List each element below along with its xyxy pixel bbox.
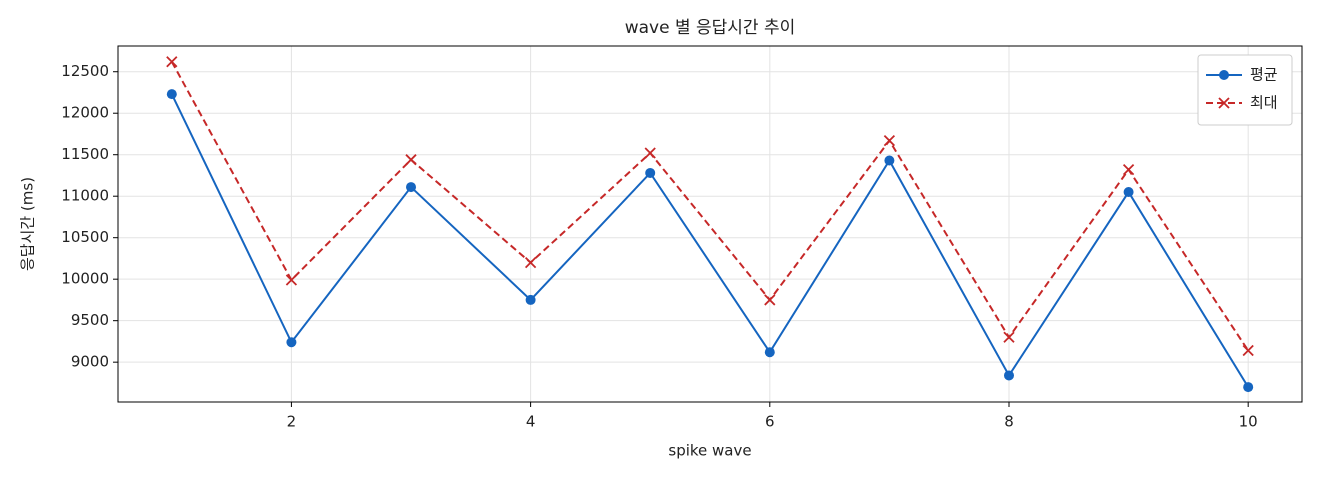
y-tick-label: 11000 — [61, 187, 109, 205]
grid — [118, 46, 1302, 402]
marker — [1003, 370, 1014, 381]
marker — [524, 256, 537, 269]
marker — [1242, 344, 1254, 357]
chart-title: wave 별 응답시간 추이 — [625, 18, 796, 38]
legend-label: 평균 — [1250, 66, 1278, 84]
y-tick-label: 10500 — [61, 228, 109, 246]
marker — [405, 154, 417, 166]
y-tick-label: 11500 — [61, 145, 109, 163]
marker — [644, 147, 656, 159]
x-tick-label: 6 — [765, 413, 775, 431]
marker — [1218, 97, 1230, 109]
series-line — [170, 93, 1250, 388]
x-tick-label: 2 — [287, 413, 297, 431]
marker — [166, 89, 177, 100]
marker — [883, 134, 896, 147]
marker — [166, 56, 178, 68]
y-tick-label: 10000 — [61, 270, 109, 288]
marker — [1219, 70, 1229, 80]
y-axis-label: 응답시간 (ms) — [19, 177, 37, 271]
y-tick-label: 12000 — [61, 104, 109, 122]
marker — [406, 182, 417, 193]
y-tick-label: 9000 — [71, 353, 109, 371]
legend-label: 최대 — [1250, 94, 1278, 112]
marker — [525, 294, 536, 305]
y-tick-label: 12500 — [61, 62, 109, 80]
marker — [1003, 331, 1015, 343]
x-tick-label: 4 — [526, 413, 536, 431]
marker — [285, 274, 298, 286]
x-axis-label: spike wave — [668, 442, 751, 460]
x-tick-label: 8 — [1004, 413, 1014, 431]
plot-frame — [117, 45, 1303, 403]
marker — [764, 294, 776, 306]
y-tick-label: 9500 — [71, 311, 109, 329]
marker — [1123, 187, 1134, 198]
legend-box — [1197, 54, 1293, 126]
marker — [1243, 382, 1254, 393]
marker — [884, 155, 895, 166]
marker — [764, 347, 775, 358]
marker — [645, 167, 656, 178]
marker — [286, 337, 297, 348]
x-tick-label: 10 — [1239, 413, 1258, 431]
marker — [1122, 164, 1135, 176]
series-line — [170, 61, 1250, 352]
